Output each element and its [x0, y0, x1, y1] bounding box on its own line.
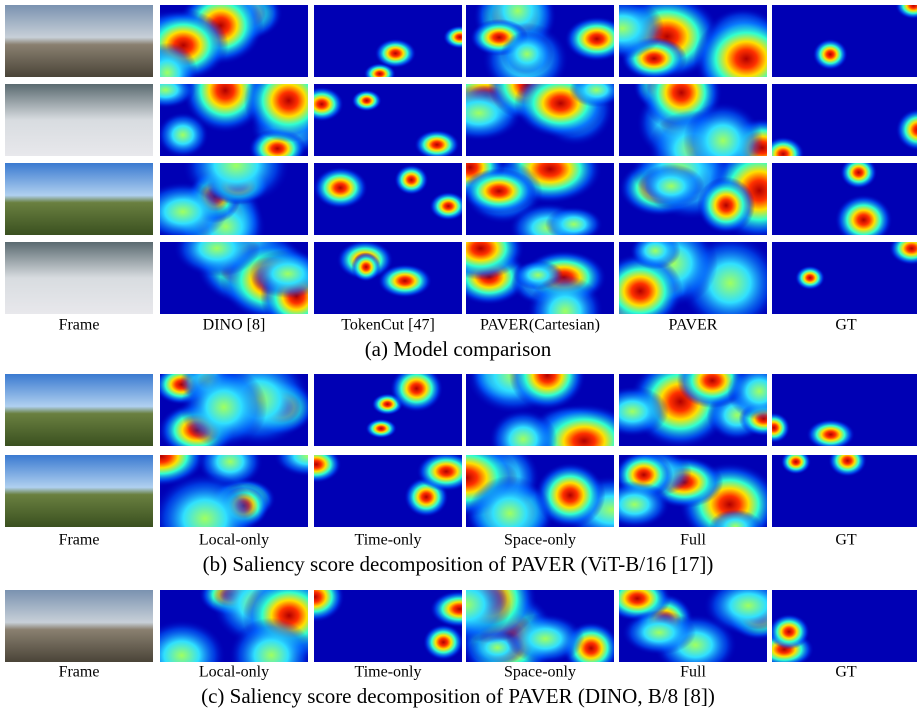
- frame: [5, 455, 153, 527]
- figure: Frame DINO [8] TokenCut [47] PAVER(Cartesia…: [0, 0, 917, 713]
- blob: [180, 366, 267, 448]
- blob: [429, 192, 467, 221]
- blob: [375, 39, 416, 69]
- blob: [630, 232, 681, 269]
- column-label: Time-only: [355, 664, 422, 681]
- column-label: Full: [680, 664, 706, 681]
- column-label: Local-only: [199, 532, 269, 549]
- saliency-map: [772, 232, 917, 314]
- saliency-map: [758, 374, 917, 450]
- saliency-map: [300, 84, 462, 160]
- blob: [390, 365, 443, 412]
- saliency-map: [314, 240, 462, 314]
- saliency-map: [154, 353, 315, 457]
- blob: [638, 164, 705, 208]
- blob: [807, 419, 855, 450]
- blob: [313, 167, 368, 209]
- column-label: Frame: [59, 532, 100, 549]
- frame-image: [5, 84, 153, 156]
- blob: [697, 177, 755, 234]
- column-label: Space-only: [504, 664, 576, 681]
- blob: [501, 31, 554, 76]
- blob: [828, 444, 866, 476]
- column-label: Frame: [59, 664, 100, 681]
- blob: [795, 266, 825, 290]
- blob: [352, 90, 382, 112]
- blob: [709, 509, 762, 543]
- saliency-map: [772, 156, 917, 245]
- saliency-map: [772, 0, 917, 77]
- frame-image: [5, 163, 153, 235]
- blob: [781, 449, 811, 474]
- blob: [414, 130, 459, 160]
- frame: [5, 242, 153, 314]
- frame-image: [5, 5, 153, 77]
- map-bg: [772, 5, 917, 77]
- saliency-map: [755, 590, 917, 668]
- caption: (b) Saliency score decomposition of PAVE…: [203, 552, 714, 576]
- frame: [5, 84, 153, 156]
- frame: [5, 163, 153, 235]
- saliency-map: [772, 444, 917, 527]
- blobs: [596, 353, 792, 448]
- frame: [5, 590, 153, 662]
- caption: (a) Model comparison: [365, 337, 552, 361]
- blob: [365, 419, 396, 439]
- column-label: GT: [835, 532, 857, 549]
- saliency-map: [762, 84, 917, 171]
- column-label: Time-only: [355, 532, 422, 549]
- saliency-map: [596, 353, 792, 448]
- saliency-map: [314, 5, 477, 85]
- blob: [423, 624, 464, 660]
- frame-image: [5, 455, 153, 527]
- saliency-map: [604, 576, 794, 676]
- column-label: PAVER(Cartesian): [480, 317, 600, 334]
- blob: [840, 156, 877, 189]
- blob: [351, 252, 381, 281]
- column-label: Frame: [59, 317, 100, 334]
- blob: [569, 73, 624, 107]
- caption: (c) Saliency score decomposition of PAVE…: [201, 684, 715, 708]
- blob: [462, 168, 536, 214]
- frame: [5, 374, 153, 446]
- saliency-map: [160, 219, 333, 331]
- blob: [835, 195, 892, 246]
- frame: [5, 5, 153, 77]
- blob: [622, 610, 696, 654]
- column-label: DINO [8]: [203, 317, 266, 334]
- frame-image: [5, 242, 153, 314]
- column-label: GT: [835, 664, 857, 681]
- saliency-map: [466, 0, 629, 97]
- blob: [768, 614, 809, 649]
- column-label: TokenCut [47]: [341, 317, 435, 334]
- column-label: Local-only: [199, 664, 269, 681]
- blob: [229, 618, 314, 693]
- blob: [813, 39, 848, 70]
- blob: [545, 207, 603, 242]
- blob: [378, 264, 432, 298]
- saliency-map: [313, 163, 467, 235]
- column-label: PAVER: [669, 317, 718, 334]
- column-label: Full: [680, 532, 706, 549]
- column-label: Space-only: [504, 532, 576, 549]
- saliency-map: [291, 446, 476, 527]
- saliency-map: [314, 365, 462, 446]
- blob: [157, 112, 208, 157]
- saliency-map: [285, 572, 489, 662]
- frame-image: [5, 374, 153, 446]
- blob: [394, 165, 428, 195]
- frame-image: [5, 590, 153, 662]
- column-label: GT: [835, 317, 857, 334]
